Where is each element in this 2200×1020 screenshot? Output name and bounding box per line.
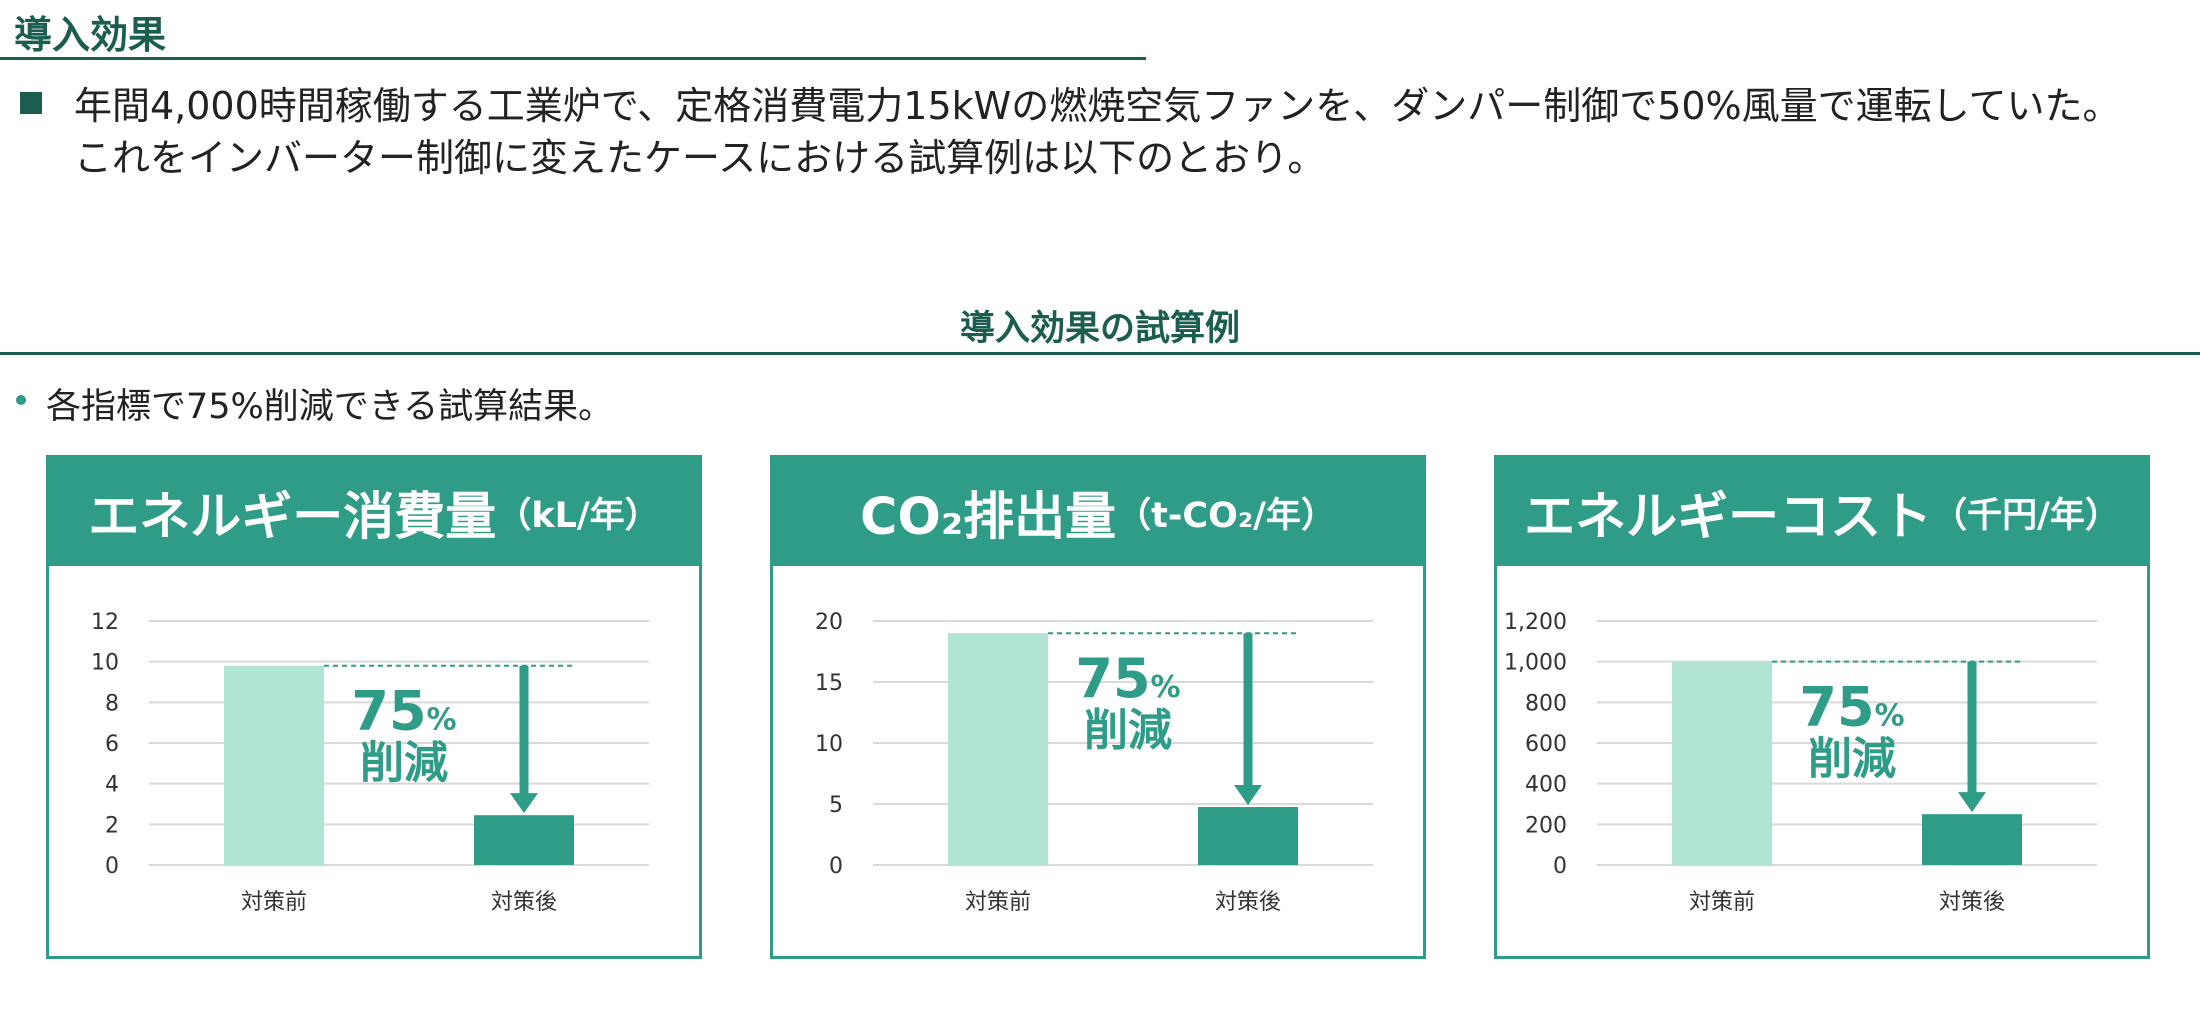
- x-tick-label: 対策前: [1689, 890, 1755, 915]
- bar-after: [474, 815, 574, 865]
- reduction-text: 削減: [1084, 705, 1172, 756]
- reduction-text: 削減: [1808, 734, 1896, 785]
- reduction-percent: 75: [1799, 676, 1874, 739]
- y-tick-label: 0: [105, 854, 119, 879]
- chart-panel-header: エネルギーコスト （千円/年）: [1497, 458, 2147, 566]
- reduction-percent: 75: [1075, 647, 1150, 710]
- y-tick-label: 12: [91, 610, 119, 635]
- x-tick-label: 対策前: [241, 890, 307, 915]
- reduction-percent: 75: [351, 680, 426, 743]
- co2-chart: 0 5 10 15 20 対策前 対策後 75%削減: [815, 610, 1373, 915]
- lead-line-2: これをインバーター制御に変えたケースにおける試算例は以下のとおり。: [74, 136, 1326, 180]
- bar-before: [948, 633, 1048, 865]
- bar-before: [1672, 661, 1772, 865]
- reduction-percent-sign: %: [1151, 670, 1181, 705]
- section-title: 導入効果の試算例: [959, 309, 1240, 349]
- y-tick-label: 0: [1553, 854, 1567, 879]
- y-tick-label: 0: [829, 854, 843, 879]
- chart-panel-energy: エネルギー消費量 （kL/年） 0 2 4 6 8 10 12 対策前 対策後 75% 削減: [46, 455, 702, 959]
- bar-after: [1922, 814, 2022, 865]
- y-tick-label: 1,000: [1504, 651, 1567, 676]
- reduction-label: 75%: [1075, 647, 1180, 710]
- section-divider: [0, 352, 2200, 355]
- reduction-percent-sign: %: [427, 703, 457, 738]
- dot-bullet-icon: [16, 395, 26, 405]
- cost-chart: 0 200 400 600 800 1,000 1,200 対策前 対策後 75%削減: [1504, 610, 2097, 915]
- arrow-head: [1234, 785, 1262, 806]
- lead-text: 年間4,000時間稼働する工業炉で、定格消費電力15kWの燃焼空気ファンを、ダン…: [74, 80, 2184, 184]
- y-tick-label: 4: [105, 773, 119, 798]
- energy-chart: 0 2 4 6 8 10 12 対策前 対策後 75%削減: [91, 610, 649, 915]
- y-tick-label: 400: [1525, 773, 1567, 798]
- arrow-head: [1958, 792, 1986, 813]
- y-tick-label: 6: [105, 732, 119, 757]
- chart-title: エネルギー消費量: [88, 488, 497, 547]
- chart-unit: （千円/年）: [1932, 495, 2120, 536]
- chart-title: エネルギーコスト: [1524, 488, 1933, 547]
- reduction-percent-sign: %: [1875, 699, 1905, 734]
- title-underline: [0, 57, 1146, 60]
- y-tick-label: 800: [1525, 691, 1567, 716]
- chart-title: CO₂排出量: [860, 488, 1117, 547]
- reduction-label: 75%: [1799, 676, 1904, 739]
- chart-panel-header: エネルギー消費量 （kL/年）: [49, 458, 699, 566]
- y-tick-label: 20: [815, 610, 843, 635]
- arrow-head: [510, 793, 538, 814]
- y-tick-label: 10: [91, 651, 119, 676]
- y-tick-label: 8: [105, 691, 119, 716]
- chart-panel-co2: CO₂排出量 （t-CO₂/年） 0 5 10 15 20 対策前 対策後 75% 削減: [770, 455, 1426, 959]
- section-note: 各指標で75%削減できる試算結果。: [46, 387, 614, 427]
- lead-line-1: 年間4,000時間稼働する工業炉で、定格消費電力15kWの燃焼空気ファンを、ダン…: [74, 84, 2121, 128]
- square-bullet-icon: [20, 92, 42, 114]
- y-tick-label: 600: [1525, 732, 1567, 757]
- reduction-text: 削減: [360, 738, 448, 789]
- x-tick-label: 対策後: [491, 890, 557, 915]
- x-tick-label: 対策後: [1939, 890, 2005, 915]
- y-tick-label: 10: [815, 732, 843, 757]
- reduction-label: 75%: [351, 680, 456, 743]
- chart-panel-header: CO₂排出量 （t-CO₂/年）: [773, 458, 1423, 566]
- page-title: 導入効果: [14, 13, 167, 57]
- y-tick-label: 5: [829, 793, 843, 818]
- y-tick-label: 1,200: [1504, 610, 1567, 635]
- bar-before: [224, 665, 324, 865]
- x-tick-label: 対策前: [965, 890, 1031, 915]
- bar-after: [1198, 807, 1298, 865]
- chart-unit: （kL/年）: [496, 495, 660, 536]
- chart-panel-cost: エネルギーコスト （千円/年） 0 200 400 600 800 1,000 1,200 対…: [1494, 455, 2150, 959]
- y-tick-label: 2: [105, 813, 119, 838]
- y-tick-label: 200: [1525, 813, 1567, 838]
- x-tick-label: 対策後: [1215, 890, 1281, 915]
- chart-unit: （t-CO₂/年）: [1116, 495, 1336, 536]
- y-tick-label: 15: [815, 671, 843, 696]
